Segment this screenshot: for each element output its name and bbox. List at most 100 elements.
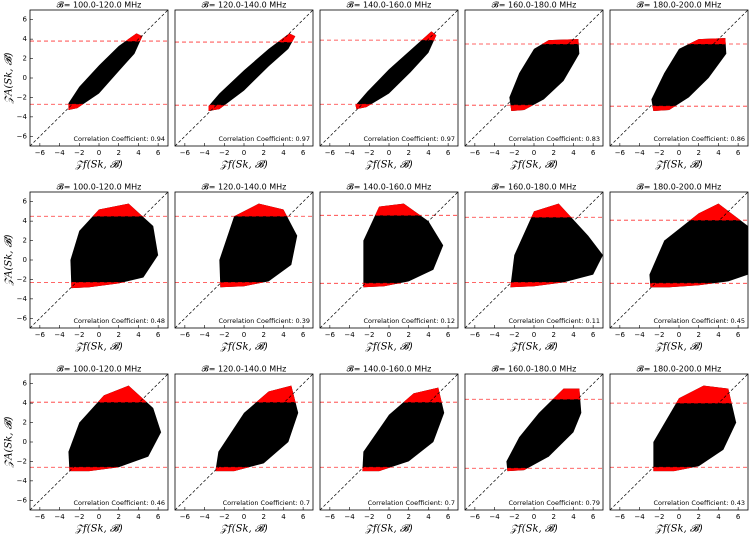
identity-line [319, 191, 459, 329]
x-tick-label: 6 [591, 331, 596, 339]
panel-title: 𝓑= 100.0-120.0 MHz [57, 183, 142, 192]
x-tick-label: 2 [551, 331, 555, 339]
x-axis-label: 𝒵f(Sk, 𝓑) [74, 342, 122, 353]
identity-line [609, 191, 749, 329]
identity-line [29, 9, 169, 147]
x-tick-label: 4 [571, 149, 576, 157]
panel: −6 −4 −2 0 2 4 6 𝓑= 180.0-200.0 MHz 𝒵f(Sk, 𝓑) Cor… [609, 183, 749, 353]
x-axis-label: 𝒵f(Sk, 𝓑) [654, 524, 702, 535]
panel: −6 −4 −2 0 2 4 6 −6 −4 −2 0 2 4 6 𝓑= 100.0-120.0 MHz 𝒵f… [4, 183, 169, 353]
x-tick-label: −6 [35, 331, 46, 339]
panel: −6 −4 −2 0 2 4 6 𝓑= 160.0-180.0 MHz 𝒵f(Sk, 𝓑) Cor… [464, 183, 604, 353]
x-tick-label: −2 [364, 331, 374, 339]
correlation-annotation: Correlation Coefficient: 0.97 [219, 135, 310, 143]
x-tick-label: −6 [180, 513, 191, 521]
x-tick-label: −6 [35, 149, 46, 157]
y-tick-label: −2 [17, 275, 27, 283]
x-tick-label: −2 [364, 149, 374, 157]
panel-title: 𝓑= 180.0-200.0 MHz [637, 1, 722, 10]
x-tick-label: 6 [301, 331, 306, 339]
panel: −6 −4 −2 0 2 4 6 𝓑= 160.0-180.0 MHz 𝒵f(Sk, 𝓑) Cor… [464, 1, 604, 171]
x-tick-label: 6 [446, 513, 451, 521]
x-tick-label: 4 [281, 331, 286, 339]
x-tick-label: −4 [489, 149, 500, 157]
x-tick-label: −2 [74, 513, 84, 521]
correlation-annotation: Correlation Coefficient: 0.79 [509, 499, 600, 507]
panel: −6 −4 −2 0 2 4 6 𝓑= 120.0-140.0 MHz 𝒵f(Sk, 𝓑) Cor… [174, 183, 314, 353]
y-tick-label: 2 [23, 55, 27, 63]
x-tick-label: −2 [509, 149, 519, 157]
x-tick-label: −2 [219, 513, 229, 521]
x-tick-label: 4 [716, 331, 721, 339]
y-tick-label: −2 [17, 457, 27, 465]
x-tick-label: 4 [136, 513, 141, 521]
x-tick-label: 4 [571, 513, 576, 521]
x-tick-label: 0 [387, 513, 391, 521]
x-tick-label: 0 [532, 513, 536, 521]
panel: −6 −4 −2 0 2 4 6 −6 −4 −2 0 2 4 6 𝓑= 100.0-120.0 MHz 𝒵f… [4, 1, 169, 171]
x-tick-label: −6 [615, 513, 626, 521]
x-axis-label: 𝒵f(Sk, 𝓑) [74, 160, 122, 171]
x-tick-label: 2 [696, 331, 700, 339]
x-axis-label: 𝒵f(Sk, 𝓑) [509, 342, 557, 353]
y-axis-label: 𝒵A(Sk, 𝓑) [4, 417, 15, 469]
y-tick-label: 2 [23, 419, 27, 427]
correlation-annotation: Correlation Coefficient: 0.11 [509, 317, 600, 325]
correlation-annotation: Correlation Coefficient: 0.45 [654, 317, 745, 325]
point-cloud [649, 203, 748, 288]
panel-title: 𝓑= 180.0-200.0 MHz [637, 183, 722, 192]
panel-title: 𝓑= 100.0-120.0 MHz [57, 365, 142, 374]
x-tick-label: 2 [406, 513, 410, 521]
y-tick-label: 4 [23, 217, 28, 225]
panel-title: 𝓑= 100.0-120.0 MHz [57, 1, 142, 10]
x-tick-label: −4 [634, 331, 645, 339]
panel: −6 −4 −2 0 2 4 6 𝓑= 140.0-160.0 MHz 𝒵f(Sk, 𝓑) Cor… [319, 365, 459, 535]
identity-line [319, 373, 459, 511]
x-tick-label: 6 [736, 331, 741, 339]
x-axis-label: 𝒵f(Sk, 𝓑) [219, 342, 267, 353]
y-tick-label: −6 [17, 496, 28, 504]
x-tick-label: 4 [571, 331, 576, 339]
identity-line [464, 9, 604, 147]
x-axis-label: 𝒵f(Sk, 𝓑) [509, 160, 557, 171]
x-tick-label: −6 [325, 149, 336, 157]
point-cloud [362, 387, 445, 472]
correlation-annotation: Correlation Coefficient: 0.83 [509, 135, 600, 143]
panel-title: 𝓑= 160.0-180.0 MHz [492, 1, 577, 10]
y-tick-label: 0 [23, 438, 27, 446]
x-tick-label: 4 [426, 331, 431, 339]
x-tick-label: −4 [54, 149, 65, 157]
panel-title: 𝓑= 140.0-160.0 MHz [347, 1, 432, 10]
x-tick-label: −6 [180, 331, 191, 339]
x-tick-label: 2 [551, 149, 555, 157]
identity-line [174, 191, 314, 329]
x-tick-label: −6 [35, 513, 46, 521]
panel: −6 −4 −2 0 2 4 6 𝓑= 140.0-160.0 MHz 𝒵f(Sk, 𝓑) Cor… [319, 1, 459, 171]
x-axis-label: 𝒵f(Sk, 𝓑) [219, 160, 267, 171]
x-tick-label: −2 [509, 513, 519, 521]
x-axis-label: 𝒵f(Sk, 𝓑) [74, 524, 122, 535]
x-tick-label: 4 [281, 513, 286, 521]
x-tick-label: 6 [446, 149, 451, 157]
x-tick-label: 6 [301, 149, 306, 157]
x-tick-label: 2 [696, 149, 700, 157]
x-tick-label: −4 [344, 331, 355, 339]
identity-line [609, 373, 749, 511]
x-tick-label: 0 [242, 513, 246, 521]
y-tick-label: −6 [17, 314, 28, 322]
x-tick-label: 0 [677, 513, 681, 521]
panel-title: 𝓑= 120.0-140.0 MHz [202, 1, 287, 10]
x-tick-label: 6 [736, 149, 741, 157]
x-tick-label: −6 [325, 331, 336, 339]
identity-line [174, 373, 314, 511]
panel: −6 −4 −2 0 2 4 6 𝓑= 160.0-180.0 MHz 𝒵f(Sk, 𝓑) Cor… [464, 365, 604, 535]
x-tick-label: 6 [591, 513, 596, 521]
x-axis-label: 𝒵f(Sk, 𝓑) [509, 524, 557, 535]
y-tick-label: 2 [23, 237, 27, 245]
x-tick-label: −4 [489, 331, 500, 339]
x-tick-label: 0 [677, 331, 681, 339]
x-tick-label: 2 [406, 149, 410, 157]
y-tick-label: −4 [17, 113, 28, 121]
correlation-annotation: Correlation Coefficient: 0.94 [74, 135, 165, 143]
